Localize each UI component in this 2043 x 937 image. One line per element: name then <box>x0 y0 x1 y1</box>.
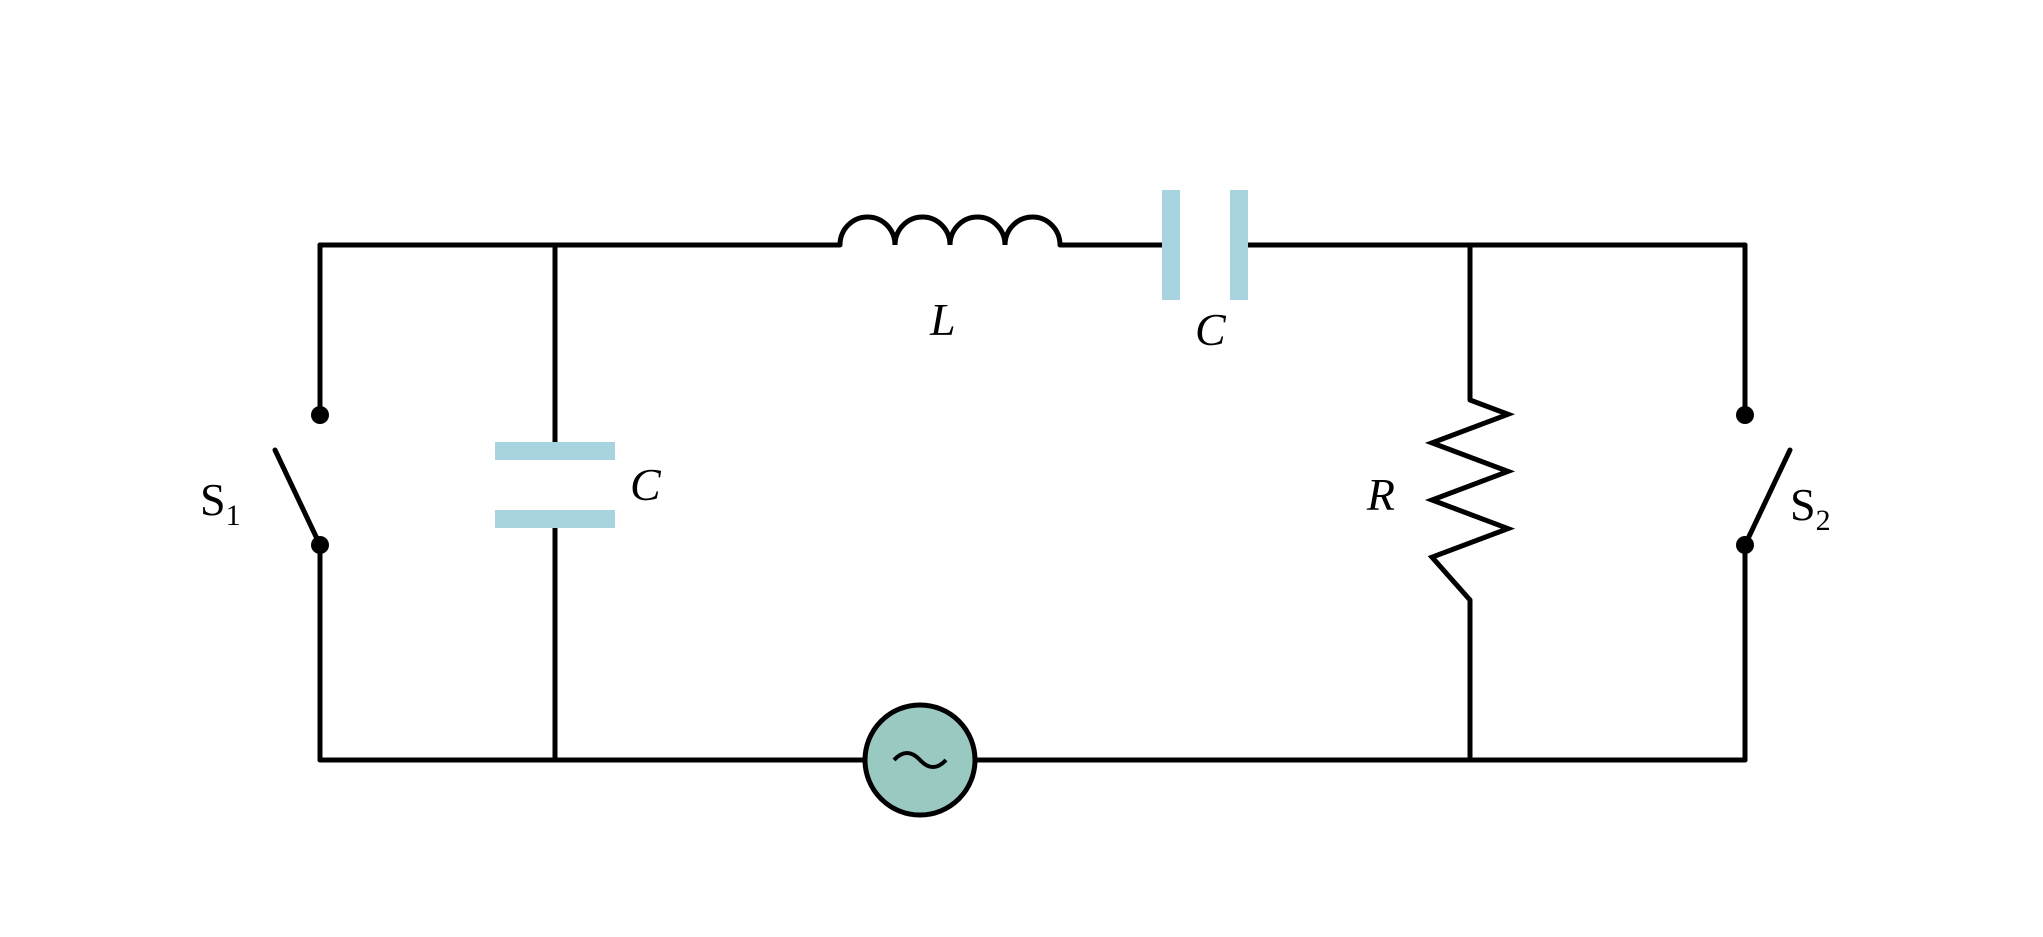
capacitor-plate <box>495 442 615 460</box>
label: C <box>630 459 662 510</box>
switch-arm <box>1745 450 1790 545</box>
switch-arm <box>275 450 320 545</box>
label: S2 <box>1790 479 1831 537</box>
label: R <box>1366 469 1395 520</box>
capacitor-plate <box>1230 190 1248 300</box>
inductor <box>840 217 1060 245</box>
node-dot <box>1736 406 1754 424</box>
capacitor-plate <box>1162 190 1180 300</box>
label: S1 <box>200 474 241 532</box>
node-dot <box>311 406 329 424</box>
label: L <box>929 294 956 345</box>
capacitor-plate <box>495 510 615 528</box>
resistor <box>1432 400 1508 600</box>
label: C <box>1195 304 1227 355</box>
